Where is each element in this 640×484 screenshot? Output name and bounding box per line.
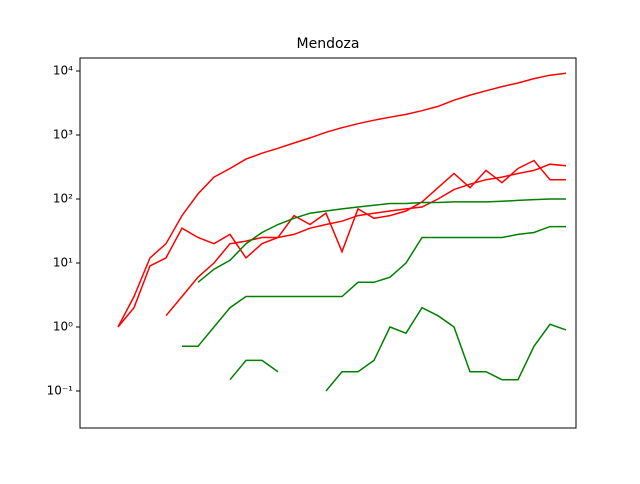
series-line	[182, 225, 566, 348]
series-line	[229, 306, 567, 392]
series-line	[117, 159, 566, 328]
y-tick-label: 10⁰	[53, 319, 73, 333]
series-line	[117, 72, 567, 328]
series-line	[165, 163, 567, 317]
y-tick-label: 10²	[53, 191, 73, 205]
y-tick-label: 10⁴	[53, 63, 73, 77]
series-line	[197, 198, 566, 283]
y-tick-label: 10⁻¹	[47, 383, 74, 397]
axes-frame	[79, 57, 577, 429]
y-tick-label: 10¹	[53, 255, 73, 269]
chart-title: Mendoza	[297, 36, 360, 52]
y-tick-label: 10³	[53, 127, 73, 141]
